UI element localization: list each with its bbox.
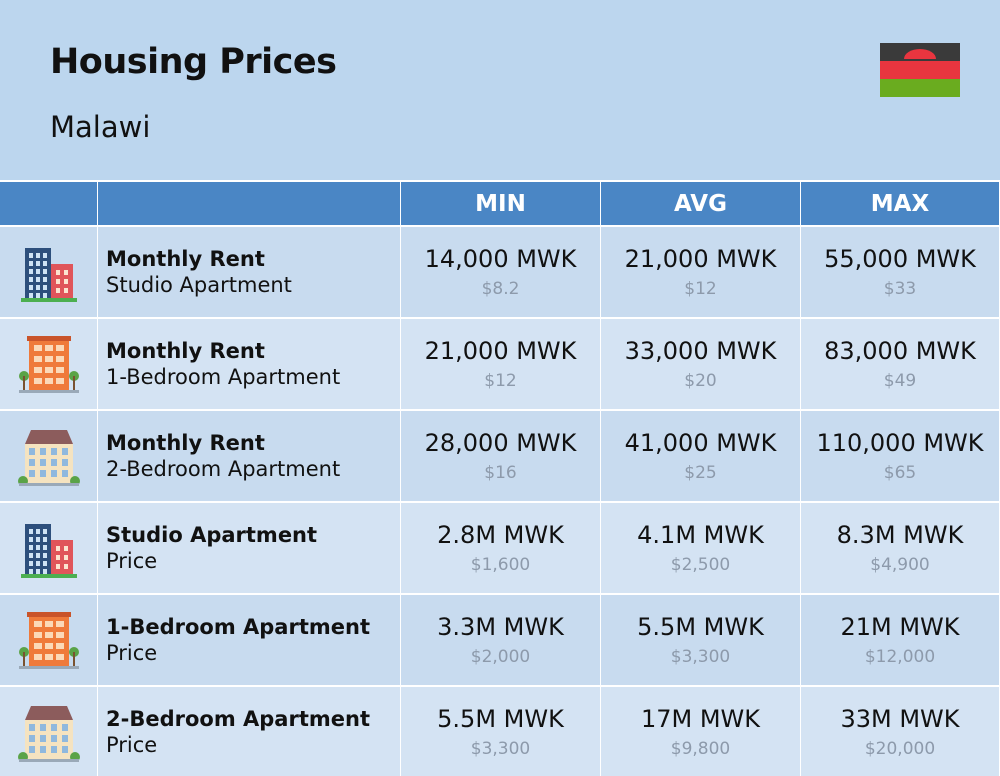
local-price: 14,000 MWK (424, 245, 577, 273)
flag (880, 43, 960, 97)
value-cell: 5.5M MWK $3,300 (401, 687, 600, 776)
usd-price: $20 (684, 371, 717, 391)
local-price: 21,000 MWK (424, 337, 577, 365)
building-icon (18, 612, 79, 669)
column-header: MAX (801, 182, 999, 225)
usd-price: $3,300 (670, 647, 731, 667)
row-label: Monthly Rent 1-Bedroom Apartment (98, 319, 400, 409)
usd-price: $12,000 (864, 647, 936, 667)
row-title: 2-Bedroom Apartment (106, 707, 370, 731)
row-title: Monthly Rent (106, 431, 265, 455)
local-price: 4.1M MWK (637, 521, 764, 549)
usd-price: $12 (684, 279, 717, 299)
local-price: 110,000 MWK (816, 429, 984, 457)
local-price: 17M MWK (640, 705, 761, 733)
local-price: 83,000 MWK (824, 337, 976, 365)
icon-cell (0, 411, 97, 501)
usd-price: $1,600 (470, 555, 531, 575)
value-cell: 21M MWK $12,000 (801, 595, 999, 685)
row-subtitle: 2-Bedroom Apartment (106, 457, 341, 481)
value-cell: 3.3M MWK $2,000 (401, 595, 600, 685)
value-cell: 5.5M MWK $3,300 (601, 595, 800, 685)
local-price: 8.3M MWK (836, 521, 964, 549)
row-subtitle: 1-Bedroom Apartment (106, 365, 341, 389)
row-title: Monthly Rent (106, 247, 265, 271)
usd-price: $8.2 (481, 279, 520, 299)
value-cell: 55,000 MWK $33 (801, 227, 999, 317)
row-label: 2-Bedroom Apartment Price (98, 687, 400, 776)
row-title: Studio Apartment (106, 523, 318, 547)
subtitle: Malawi (50, 110, 151, 144)
icon-cell (0, 319, 97, 409)
local-price: 28,000 MWK (424, 429, 577, 457)
value-cell: 28,000 MWK $16 (401, 411, 600, 501)
header-blank (0, 182, 97, 225)
value-cell: 41,000 MWK $25 (601, 411, 800, 501)
value-cell: 21,000 MWK $12 (401, 319, 600, 409)
value-cell: 83,000 MWK $49 (801, 319, 999, 409)
title: Housing Prices (50, 42, 337, 82)
icon-cell (0, 687, 97, 776)
usd-price: $4,900 (870, 555, 930, 575)
usd-price: $12 (484, 371, 517, 391)
usd-price: $25 (684, 463, 717, 483)
local-price: 5.5M MWK (437, 705, 564, 733)
building-icon (20, 248, 77, 302)
value-cell: 110,000 MWK $65 (801, 411, 999, 501)
usd-price: $49 (883, 371, 917, 391)
local-price: 33,000 MWK (624, 337, 777, 365)
value-cell: 8.3M MWK $4,900 (801, 503, 999, 593)
row-label: Monthly Rent 2-Bedroom Apartment (98, 411, 400, 501)
row-title: 1-Bedroom Apartment (106, 615, 370, 639)
local-price: 5.5M MWK (637, 613, 764, 641)
usd-price: $2,000 (470, 647, 531, 667)
row-subtitle: Price (106, 549, 158, 573)
value-cell: 21,000 MWK $12 (601, 227, 800, 317)
column-header: MIN (401, 182, 600, 225)
local-price: 55,000 MWK (824, 245, 976, 273)
row-subtitle: Price (106, 641, 158, 665)
row-label: 1-Bedroom Apartment Price (98, 595, 400, 685)
icon-cell (0, 227, 97, 317)
value-cell: 17M MWK $9,800 (601, 687, 800, 776)
local-price: 33M MWK (840, 705, 960, 733)
value-cell: 4.1M MWK $2,500 (601, 503, 800, 593)
local-price: 21,000 MWK (624, 245, 777, 273)
local-price: 41,000 MWK (624, 429, 777, 457)
building-icon (18, 336, 79, 393)
usd-price: $20,000 (864, 739, 936, 759)
usd-price: $16 (484, 463, 517, 483)
usd-price: $9,800 (670, 739, 731, 759)
row-title: Monthly Rent (106, 339, 265, 363)
usd-price: $65 (883, 463, 917, 483)
local-price: 3.3M MWK (437, 613, 564, 641)
row-subtitle: Price (106, 733, 158, 757)
building-icon (20, 524, 77, 578)
building-icon (17, 706, 80, 762)
value-cell: 33M MWK $20,000 (801, 687, 999, 776)
usd-price: $3,300 (470, 739, 531, 759)
usd-price: $2,500 (670, 555, 731, 575)
local-price: 21M MWK (840, 613, 960, 641)
value-cell: 33,000 MWK $20 (601, 319, 800, 409)
row-label: Studio Apartment Price (98, 503, 400, 593)
icon-cell (0, 595, 97, 685)
column-header: AVG (601, 182, 800, 225)
local-price: 2.8M MWK (437, 521, 564, 549)
row-label: Monthly Rent Studio Apartment (98, 227, 400, 317)
building-icon (17, 430, 80, 486)
header-blank (98, 182, 400, 225)
usd-price: $33 (883, 279, 917, 299)
value-cell: 14,000 MWK $8.2 (401, 227, 600, 317)
row-subtitle: Studio Apartment (106, 273, 292, 297)
value-cell: 2.8M MWK $1,600 (401, 503, 600, 593)
icon-cell (0, 503, 97, 593)
